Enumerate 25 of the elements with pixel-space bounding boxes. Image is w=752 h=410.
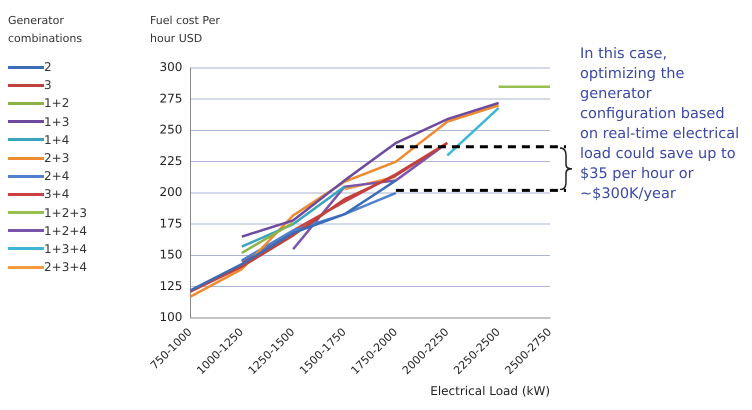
- legend-label: 1+2+3: [44, 206, 88, 220]
- legend-label: 2+3: [44, 151, 70, 166]
- y-tick-label: 175: [160, 216, 182, 230]
- legend-title: Generator combinations: [8, 13, 84, 47]
- legend-label: 2: [44, 60, 52, 74]
- legend-label: 2+4: [44, 169, 70, 184]
- legend-label: 1+2+4: [44, 224, 88, 238]
- legend-label: 3: [44, 78, 52, 92]
- y-axis-title: Fuel cost Per hour USD: [150, 13, 221, 47]
- y-tick-label: 125: [160, 278, 182, 293]
- y-tick-label: 150: [160, 248, 182, 262]
- y-tick-label: 100: [160, 310, 182, 324]
- x-axis-title: Electrical Load (kW): [430, 384, 550, 398]
- legend-label: 1+4: [44, 132, 70, 147]
- y-tick-label: 300: [160, 60, 182, 74]
- y-tick-label: 200: [160, 185, 182, 200]
- legend-label: 1+3+4: [44, 242, 88, 256]
- legend-label: 3+4: [44, 187, 70, 202]
- y-tick-label: 225: [160, 154, 182, 168]
- legend-label: 1+3: [44, 114, 70, 129]
- legend-label: 1+2: [44, 96, 70, 110]
- text: In this case, optimizing the generator configuration based on real-time electrical load could save up to $35 per hour or ~$300K/year: [580, 45, 740, 204]
- y-tick-label: 250: [160, 122, 182, 137]
- legend-label: 2+3+4: [44, 260, 88, 274]
- y-tick-label: 275: [160, 91, 182, 106]
